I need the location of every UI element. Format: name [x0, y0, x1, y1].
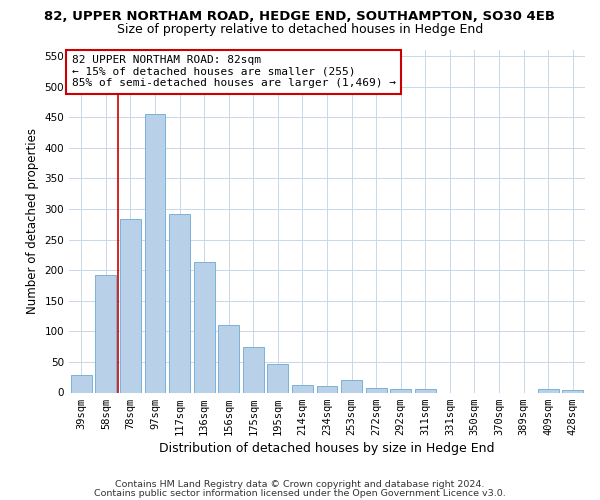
Bar — [415, 390, 436, 392]
X-axis label: Distribution of detached houses by size in Hedge End: Distribution of detached houses by size … — [159, 442, 495, 455]
Bar — [120, 219, 141, 392]
Bar — [71, 376, 92, 392]
Bar — [365, 388, 386, 392]
Bar — [562, 390, 583, 392]
Bar — [538, 390, 559, 392]
Text: Size of property relative to detached houses in Hedge End: Size of property relative to detached ho… — [117, 22, 483, 36]
Bar — [341, 380, 362, 392]
Y-axis label: Number of detached properties: Number of detached properties — [26, 128, 39, 314]
Bar — [243, 347, 264, 393]
Bar — [292, 385, 313, 392]
Text: Contains public sector information licensed under the Open Government Licence v3: Contains public sector information licen… — [94, 489, 506, 498]
Bar — [194, 262, 215, 392]
Bar — [169, 214, 190, 392]
Text: Contains HM Land Registry data © Crown copyright and database right 2024.: Contains HM Land Registry data © Crown c… — [115, 480, 485, 489]
Bar — [218, 325, 239, 392]
Bar — [317, 386, 337, 392]
Bar — [95, 275, 116, 392]
Bar — [145, 114, 166, 392]
Bar — [390, 389, 411, 392]
Bar — [268, 364, 289, 392]
Text: 82, UPPER NORTHAM ROAD, HEDGE END, SOUTHAMPTON, SO30 4EB: 82, UPPER NORTHAM ROAD, HEDGE END, SOUTH… — [44, 10, 556, 23]
Text: 82 UPPER NORTHAM ROAD: 82sqm
← 15% of detached houses are smaller (255)
85% of s: 82 UPPER NORTHAM ROAD: 82sqm ← 15% of de… — [71, 55, 395, 88]
